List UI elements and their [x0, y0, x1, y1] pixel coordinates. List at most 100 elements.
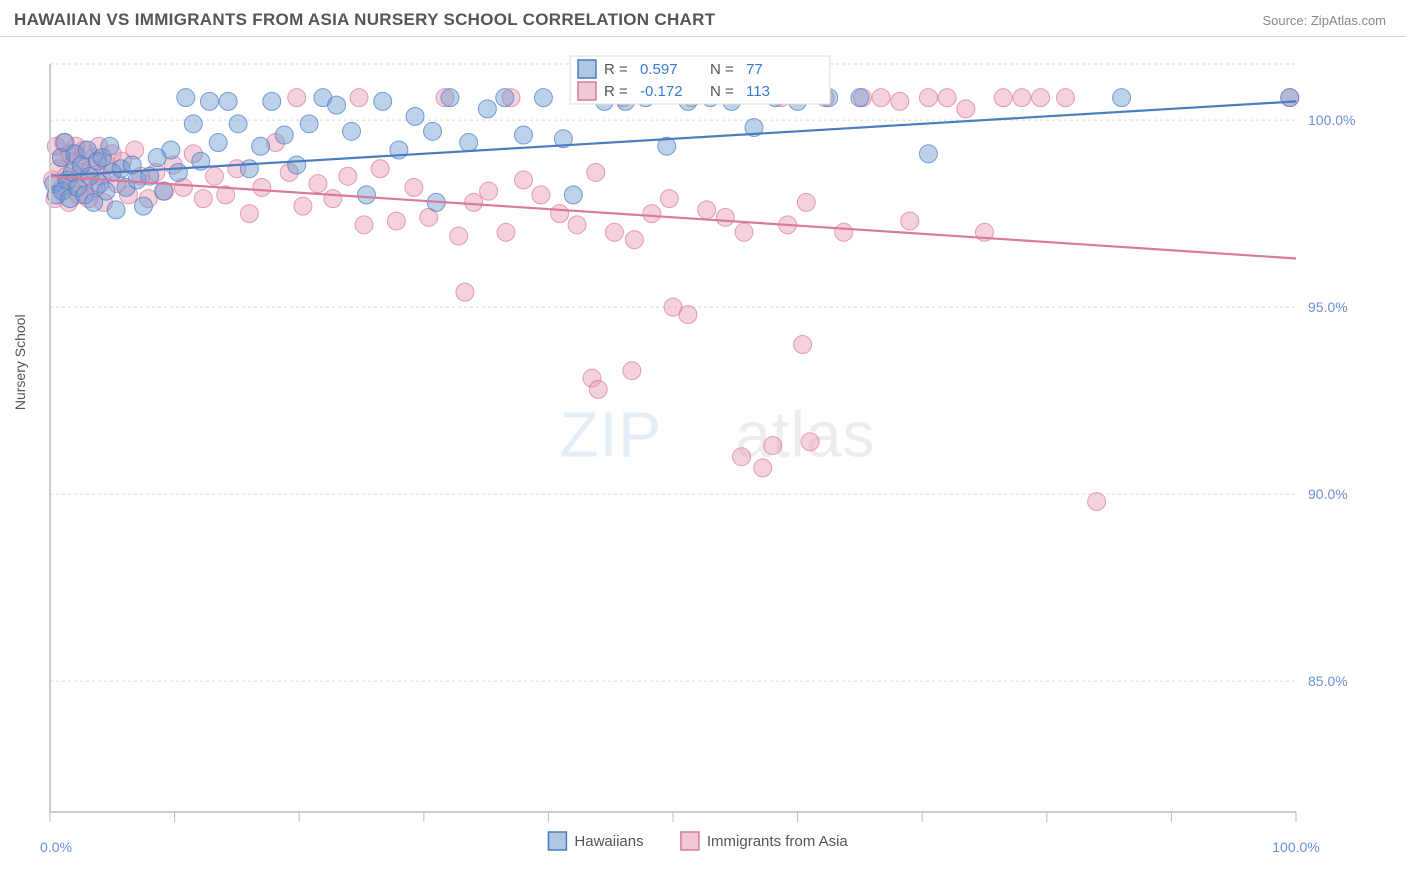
scatter-point	[891, 92, 909, 110]
scatter-point	[357, 186, 375, 204]
chart-source: Source: ZipAtlas.com	[1262, 13, 1386, 28]
legend-label: Immigrants from Asia	[707, 833, 849, 850]
scatter-point	[374, 92, 392, 110]
scatter-point	[623, 362, 641, 380]
title-bar: HAWAIIAN VS IMMIGRANTS FROM ASIA NURSERY…	[0, 0, 1406, 37]
scatter-point	[355, 216, 373, 234]
scatter-point	[288, 156, 306, 174]
scatter-point	[698, 201, 716, 219]
y-axis-label: Nursery School	[12, 314, 28, 410]
scatter-point	[424, 122, 442, 140]
scatter-point	[406, 107, 424, 125]
scatter-point	[480, 182, 498, 200]
scatter-point	[938, 89, 956, 107]
stat-r-value: 0.597	[640, 61, 678, 78]
scatter-point	[177, 89, 195, 107]
legend-swatch	[681, 832, 699, 850]
scatter-point	[200, 92, 218, 110]
y-tick-label: 90.0%	[1308, 486, 1348, 502]
y-tick-label: 100.0%	[1308, 112, 1355, 128]
scatter-point	[801, 433, 819, 451]
scatter-point	[1088, 493, 1106, 511]
scatter-point	[456, 283, 474, 301]
scatter-point	[605, 223, 623, 241]
scatter-point	[514, 171, 532, 189]
scatter-point	[229, 115, 247, 133]
scatter-point	[240, 205, 258, 223]
scatter-point	[716, 208, 734, 226]
scatter-point	[184, 115, 202, 133]
scatter-point	[851, 89, 869, 107]
scatter-point	[478, 100, 496, 118]
scatter-point	[324, 190, 342, 208]
scatter-point	[1281, 89, 1299, 107]
scatter-point	[1032, 89, 1050, 107]
scatter-point	[252, 137, 270, 155]
scatter-point	[534, 89, 552, 107]
scatter-point	[919, 89, 937, 107]
scatter-point	[994, 89, 1012, 107]
scatter-chart: 85.0%90.0%95.0%100.0%ZIPatlas0.0%100.0%H…	[30, 44, 1376, 872]
stat-r-label: R =	[604, 83, 628, 100]
stat-n-label: N =	[710, 61, 734, 78]
scatter-point	[309, 175, 327, 193]
chart-title: HAWAIIAN VS IMMIGRANTS FROM ASIA NURSERY…	[14, 10, 715, 30]
scatter-point	[497, 223, 515, 241]
scatter-point	[872, 89, 890, 107]
scatter-point	[1013, 89, 1031, 107]
scatter-point	[589, 380, 607, 398]
scatter-point	[496, 89, 514, 107]
legend-swatch	[578, 60, 596, 78]
scatter-point	[288, 89, 306, 107]
scatter-point	[514, 126, 532, 144]
scatter-point	[294, 197, 312, 215]
scatter-point	[957, 100, 975, 118]
y-tick-label: 85.0%	[1308, 673, 1348, 689]
scatter-point	[460, 134, 478, 152]
scatter-point	[643, 205, 661, 223]
scatter-point	[735, 223, 753, 241]
scatter-point	[625, 231, 643, 249]
legend-swatch	[578, 82, 596, 100]
scatter-point	[764, 436, 782, 454]
scatter-point	[107, 201, 125, 219]
stat-n-value: 77	[746, 61, 763, 78]
trend-line	[50, 101, 1296, 176]
stat-r-value: -0.172	[640, 83, 683, 100]
scatter-point	[564, 186, 582, 204]
scatter-point	[733, 448, 751, 466]
scatter-point	[219, 92, 237, 110]
scatter-point	[194, 190, 212, 208]
legend-swatch	[548, 832, 566, 850]
scatter-point	[263, 92, 281, 110]
trend-line	[50, 176, 1296, 258]
scatter-point	[328, 96, 346, 114]
scatter-point	[339, 167, 357, 185]
watermark-a: ZIP	[559, 399, 662, 471]
scatter-point	[101, 137, 119, 155]
scatter-point	[465, 193, 483, 211]
scatter-point	[794, 336, 812, 354]
scatter-point	[162, 141, 180, 159]
x-tick-label: 0.0%	[40, 839, 72, 855]
scatter-point	[587, 163, 605, 181]
scatter-point	[205, 167, 223, 185]
scatter-point	[253, 178, 271, 196]
scatter-point	[1056, 89, 1074, 107]
scatter-point	[660, 190, 678, 208]
scatter-point	[450, 227, 468, 245]
scatter-point	[835, 223, 853, 241]
scatter-point	[343, 122, 361, 140]
scatter-point	[919, 145, 937, 163]
stat-n-label: N =	[710, 83, 734, 100]
stat-n-value: 113	[746, 83, 770, 100]
scatter-point	[901, 212, 919, 230]
scatter-point	[754, 459, 772, 477]
y-tick-label: 95.0%	[1308, 299, 1348, 315]
scatter-point	[441, 89, 459, 107]
scatter-point	[300, 115, 318, 133]
scatter-point	[405, 178, 423, 196]
scatter-point	[275, 126, 293, 144]
scatter-point	[240, 160, 258, 178]
scatter-point	[679, 306, 697, 324]
